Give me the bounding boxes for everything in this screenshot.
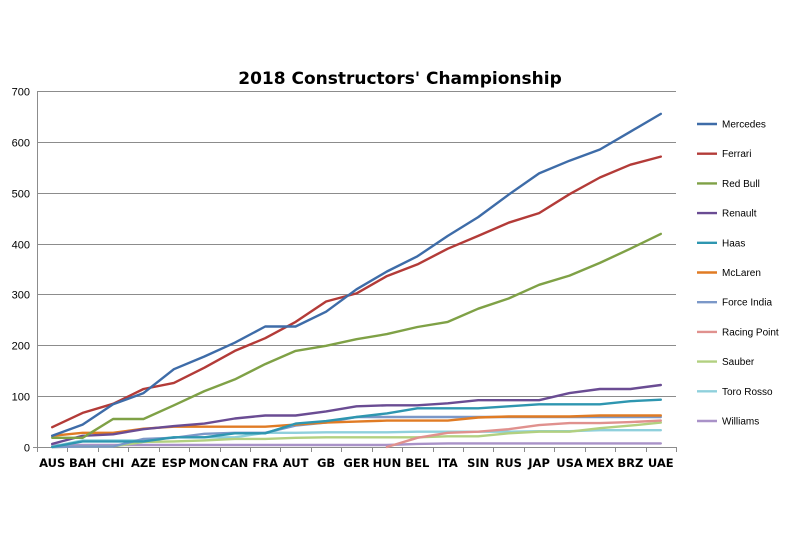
x-tick-label: BEL [405,456,430,470]
legend-label-mclaren: McLaren [722,268,761,279]
legend-label-racing-point: Racing Point [722,327,779,338]
legend-label-haas: Haas [722,238,745,249]
series-line-mercedes [51,112,662,437]
series-line-williams [51,442,662,447]
x-tick-label: CHI [102,456,124,470]
x-tick-label: HUN [373,456,402,470]
series-line-haas [51,398,662,449]
series-lines [51,112,662,449]
x-tick-label: ESP [162,456,187,470]
legend-label-williams: Williams [722,417,759,428]
legend-label-mercedes: Mercedes [722,120,766,131]
legend-label-force-india: Force India [722,298,772,309]
x-tick-label: SIN [467,456,489,470]
legend-label-red-bull: Red Bull [722,179,760,190]
y-tick-label: 100 [12,392,30,404]
series-line-racing-point [385,419,662,449]
x-tick-label: USA [556,456,583,470]
series-line-renault [51,383,662,446]
axes: 0 100 200 300 400 500 600 700 AUS BAH CHI AZE ESP MON… [12,87,677,470]
y-tick-label: 300 [12,290,30,302]
series-line-red-bull [51,232,662,439]
y-tick-label: 600 [12,138,30,150]
legend-label-sauber: Sauber [722,357,755,368]
x-tick-label: BRZ [617,456,643,470]
y-tick-label: 200 [12,341,30,353]
x-tick-label: CAN [221,456,248,470]
x-tick-label: MON [189,456,220,470]
x-tick-label: UAE [648,456,674,470]
x-tick-label: GB [317,456,335,470]
x-tick-label: FRA [252,456,278,470]
series-line-sauber [51,421,662,449]
x-tick-label: AZE [131,456,156,470]
x-tick-label: JAP [527,456,550,470]
y-tick-label: 400 [12,240,30,252]
legend-label-ferrari: Ferrari [722,149,751,160]
y-tick-label: 500 [12,189,30,201]
x-tick-label: ITA [438,456,458,470]
x-tick-label: MEX [586,456,614,470]
x-tick-label: BAH [69,456,96,470]
legend-label-renault: Renault [722,209,757,220]
legend: Mercedes Ferrari Red Bull Renault Haas McLare… [697,120,779,428]
y-tick-label: 0 [24,443,30,455]
y-tick-label: 700 [12,87,30,99]
legend-label-toro-rosso: Toro Rosso [722,387,773,398]
x-tick-label: AUT [283,456,309,470]
x-tick-label: GER [343,456,369,470]
x-tick-label: AUS [39,456,65,470]
series-line-ferrari [51,155,662,429]
chart-title: 2018 Constructors' Championship [238,69,562,89]
x-tick-label: RUS [495,456,521,470]
